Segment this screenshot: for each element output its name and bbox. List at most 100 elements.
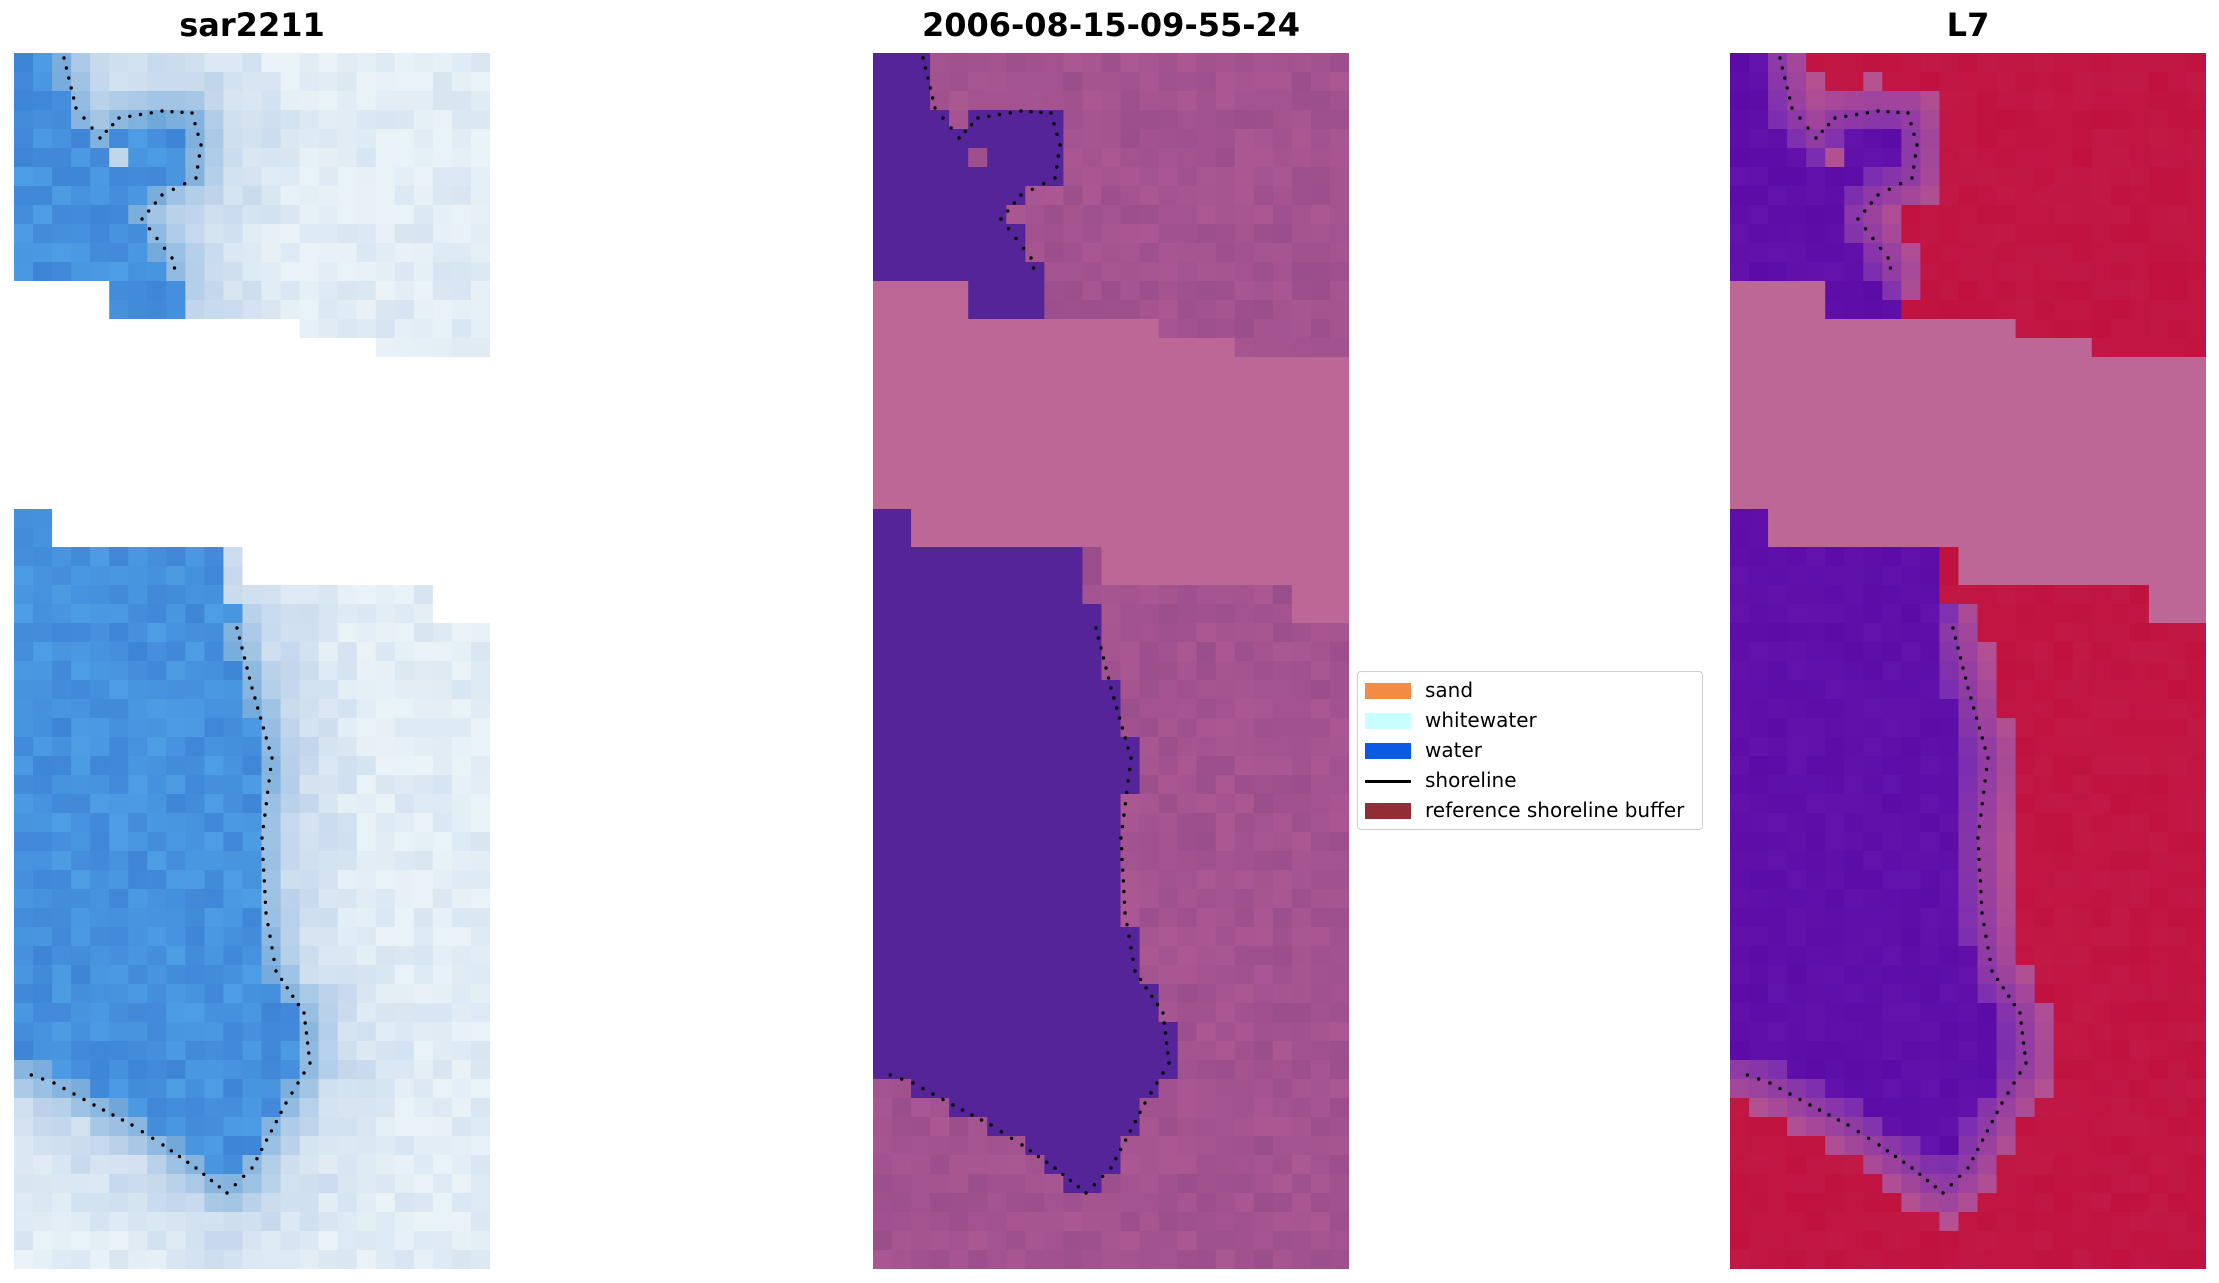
- raster-pixel: [280, 566, 301, 586]
- raster-pixel: [2129, 129, 2150, 149]
- raster-pixel: [1958, 680, 1979, 700]
- raster-pixel: [1272, 1174, 1293, 1194]
- raster-pixel: [1939, 927, 1960, 947]
- raster-pixel: [318, 642, 339, 662]
- raster-pixel: [166, 1212, 186, 1232]
- raster-pixel: [1196, 148, 1217, 168]
- raster-pixel: [71, 281, 91, 301]
- raster-pixel: [1196, 129, 1217, 149]
- raster-pixel: [2148, 338, 2169, 358]
- raster-pixel: [2148, 224, 2169, 244]
- raster-pixel: [1063, 1155, 1084, 1175]
- raster-pixel: [185, 851, 205, 871]
- raster-pixel: [2110, 414, 2131, 434]
- raster-pixel: [1730, 1022, 1750, 1042]
- raster-pixel: [1882, 528, 1902, 548]
- raster-pixel: [2091, 1060, 2112, 1080]
- raster-pixel: [394, 756, 415, 776]
- raster-pixel: [1139, 1155, 1160, 1175]
- raster-pixel: [1215, 1136, 1236, 1156]
- raster-pixel: [109, 566, 129, 586]
- raster-pixel: [432, 775, 453, 795]
- raster-pixel: [1958, 1041, 1979, 1061]
- raster-pixel: [451, 376, 472, 396]
- raster-pixel: [1749, 1155, 1769, 1175]
- raster-pixel: [204, 224, 225, 244]
- raster-pixel: [2034, 642, 2055, 662]
- raster-pixel: [185, 490, 205, 510]
- raster-pixel: [1730, 1155, 1750, 1175]
- raster-pixel: [451, 490, 472, 510]
- raster-pixel: [1863, 1060, 1883, 1080]
- raster-pixel: [1863, 110, 1883, 130]
- raster-pixel: [166, 642, 186, 662]
- shoreline-dot: [29, 1073, 33, 1077]
- raster-pixel: [911, 604, 931, 624]
- raster-pixel: [128, 319, 148, 339]
- raster-pixel: [1177, 186, 1198, 206]
- raster-pixel: [1272, 243, 1293, 263]
- raster-pixel: [1063, 357, 1084, 377]
- raster-pixel: [911, 908, 931, 928]
- raster-pixel: [1749, 1060, 1769, 1080]
- raster-pixel: [375, 870, 396, 890]
- shoreline-dot: [1126, 779, 1130, 783]
- raster-pixel: [1291, 509, 1312, 529]
- raster-pixel: [2186, 1041, 2206, 1061]
- raster-pixel: [873, 1250, 893, 1269]
- raster-pixel: [90, 775, 110, 795]
- raster-pixel: [1749, 490, 1769, 510]
- raster-pixel: [1101, 490, 1122, 510]
- raster-pixel: [892, 927, 912, 947]
- raster-pixel: [299, 737, 320, 757]
- raster-pixel: [2110, 775, 2131, 795]
- raster-pixel: [1749, 680, 1769, 700]
- raster-pixel: [356, 433, 377, 453]
- raster-pixel: [968, 680, 988, 700]
- raster-pixel: [2053, 91, 2074, 111]
- raster-pixel: [1120, 262, 1141, 282]
- raster-pixel: [33, 547, 53, 567]
- raster-pixel: [261, 1231, 282, 1251]
- raster-pixel: [1120, 566, 1141, 586]
- shoreline-dot: [264, 1138, 269, 1142]
- raster-pixel: [1920, 927, 1941, 947]
- raster-pixel: [2129, 319, 2150, 339]
- raster-pixel: [1329, 908, 1349, 928]
- raster-pixel: [71, 224, 91, 244]
- raster-pixel: [261, 53, 282, 73]
- raster-pixel: [242, 680, 263, 700]
- raster-pixel: [90, 186, 110, 206]
- raster-pixel: [1749, 319, 1769, 339]
- raster-pixel: [911, 889, 931, 909]
- raster-pixel: [911, 1212, 931, 1232]
- raster-pixel: [911, 53, 931, 73]
- raster-pixel: [90, 338, 110, 358]
- raster-pixel: [1787, 813, 1807, 833]
- raster-pixel: [1310, 1098, 1331, 1118]
- raster-pixel: [337, 927, 358, 947]
- raster-pixel: [2167, 1136, 2188, 1156]
- raster-pixel: [1063, 699, 1084, 719]
- raster-pixel: [1787, 756, 1807, 776]
- raster-pixel: [1939, 243, 1960, 263]
- raster-pixel: [1958, 357, 1979, 377]
- raster-pixel: [166, 908, 186, 928]
- raster-pixel: [1806, 509, 1826, 529]
- raster-pixel: [318, 490, 339, 510]
- raster-pixel: [873, 661, 893, 681]
- raster-pixel: [470, 908, 490, 928]
- raster-pixel: [2167, 509, 2188, 529]
- raster-pixel: [451, 1022, 472, 1042]
- raster-pixel: [2072, 699, 2093, 719]
- raster-pixel: [413, 547, 434, 567]
- raster-pixel: [1120, 490, 1141, 510]
- raster-pixel: [1939, 1212, 1960, 1232]
- raster-pixel: [109, 91, 129, 111]
- raster-pixel: [451, 566, 472, 586]
- raster-pixel: [2167, 53, 2188, 73]
- raster-pixel: [1006, 471, 1026, 491]
- raster-pixel: [394, 414, 415, 434]
- raster-pixel: [892, 1079, 912, 1099]
- shoreline-dot: [1115, 706, 1119, 710]
